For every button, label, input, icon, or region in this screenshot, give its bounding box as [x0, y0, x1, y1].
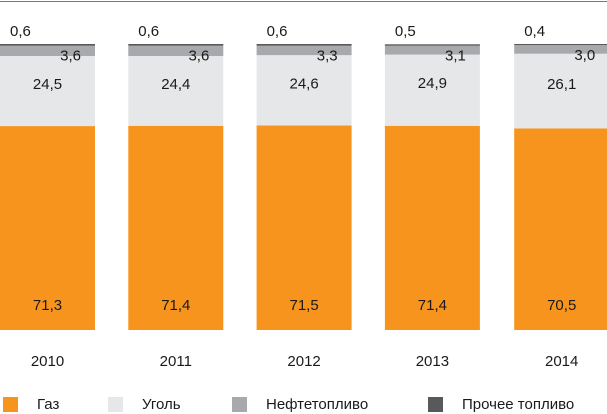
value-label: 0,6 [10, 23, 31, 40]
bar-segment [384, 44, 480, 46]
bar-segment [0, 45, 95, 57]
legend-label: Уголь [142, 396, 181, 413]
value-label: 24,4 [161, 76, 190, 93]
bar-segment [514, 45, 607, 54]
x-tick-label: 2013 [416, 353, 449, 370]
bar-segment [128, 125, 224, 331]
bar-segment [514, 128, 607, 330]
bar-segment [384, 54, 480, 126]
value-label: 70,5 [547, 297, 576, 314]
legend-swatch [428, 397, 443, 412]
bar-segment [0, 126, 95, 330]
value-label: 0,5 [395, 23, 416, 40]
x-tick-label: 2012 [287, 353, 320, 370]
value-label: 71,4 [161, 297, 190, 314]
bar-segment [0, 44, 95, 46]
bar-segment [256, 125, 352, 330]
bar-segment [514, 53, 607, 129]
bar-segment [0, 56, 95, 127]
value-label: 24,9 [418, 75, 447, 92]
value-label: 24,5 [33, 76, 62, 93]
bar-segment [256, 44, 352, 46]
legend-swatch [232, 397, 247, 412]
value-label: 0,6 [267, 23, 288, 40]
value-label: 3,3 [317, 48, 338, 65]
legend-swatch [108, 397, 123, 412]
x-tick-label: 2011 [160, 353, 192, 370]
value-label: 0,4 [524, 23, 545, 40]
value-label: 71,4 [418, 297, 447, 314]
bar-segment [384, 45, 480, 55]
x-tick-label: 2014 [545, 353, 578, 370]
value-label: 24,6 [289, 75, 318, 92]
bar-segment [514, 44, 607, 46]
bar-segment [128, 56, 224, 126]
value-label: 3,0 [574, 47, 595, 64]
legend-label: Газ [37, 396, 59, 413]
value-label: 0,6 [138, 23, 159, 40]
bar-segment [384, 125, 480, 331]
bar-segment [128, 44, 224, 46]
value-label: 26,1 [547, 76, 576, 93]
value-label: 3,1 [445, 48, 466, 65]
value-label: 71,5 [289, 297, 318, 314]
value-label: 3,6 [188, 48, 209, 65]
x-tick-label: 2010 [31, 353, 64, 370]
bar-segment [256, 55, 352, 126]
bar-segment [128, 45, 224, 57]
legend-label: Нефтетопливо [266, 396, 368, 413]
legend-swatch [3, 397, 18, 412]
value-label: 3,6 [60, 48, 81, 65]
legend-label: Прочее топливо [462, 396, 574, 413]
value-label: 71,3 [33, 297, 62, 314]
bar-segment [256, 45, 352, 56]
